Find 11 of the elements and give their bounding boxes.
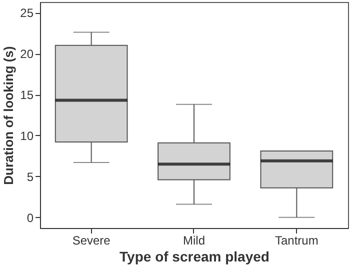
y-tick-label: 20 <box>20 47 34 62</box>
y-tick-label: 25 <box>20 6 34 20</box>
y-tick-label: 10 <box>20 128 34 143</box>
y-axis-title: Duration of looking (s) <box>1 46 16 185</box>
x-tick-label: Tantrum <box>274 234 318 248</box>
x-tick-label: Mild <box>182 234 206 248</box>
y-tick-label: 15 <box>20 88 34 102</box>
y-tick-label: 5 <box>26 170 34 184</box>
y-tick-label: 0 <box>26 210 34 225</box>
x-axis-title: Type of scream played <box>120 248 270 264</box>
x-tick-label: Severe <box>72 234 111 248</box>
